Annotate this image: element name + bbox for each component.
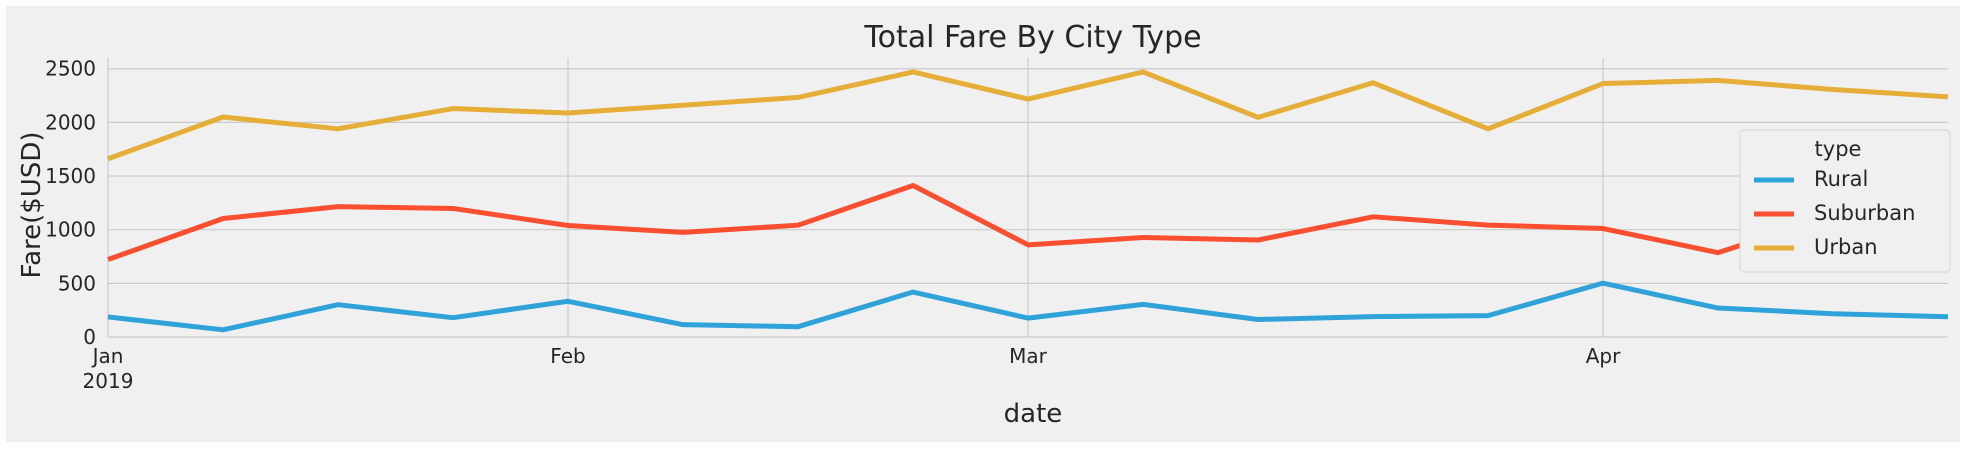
y-tick-label: 0 <box>83 325 96 349</box>
y-tick-label: 500 <box>58 271 96 295</box>
y-tick-label: 1500 <box>45 164 96 188</box>
series-layer <box>107 69 1949 333</box>
legend-title: type <box>1815 137 1862 161</box>
legend: type Rural Suburban Urban <box>1739 129 1951 273</box>
y-tick-label: 1000 <box>45 218 96 242</box>
legend-label-suburban: Suburban <box>1814 201 1915 225</box>
x-tick-label: Apr <box>1586 344 1621 368</box>
x-tick-label: Jan <box>91 344 124 368</box>
y-tick-label: 2000 <box>45 110 96 134</box>
y-axis-label: Fare($USD) <box>17 132 47 279</box>
x-tick-label: Feb <box>550 344 585 368</box>
legend-box <box>1739 129 1951 273</box>
series-line-urban <box>107 69 1949 162</box>
legend-label-rural: Rural <box>1814 167 1868 191</box>
legend-label-urban: Urban <box>1814 235 1878 259</box>
x-tick-sublabel: 2019 <box>83 369 134 393</box>
grid <box>107 58 1948 338</box>
series-line-rural <box>107 280 1949 333</box>
x-tick-label: Mar <box>1009 344 1048 368</box>
series-line-suburban <box>107 182 1949 262</box>
y-tick-label: 2500 <box>45 57 96 81</box>
x-axis-label: date <box>1004 399 1063 429</box>
chart-title: Total Fare By City Type <box>863 20 1201 55</box>
